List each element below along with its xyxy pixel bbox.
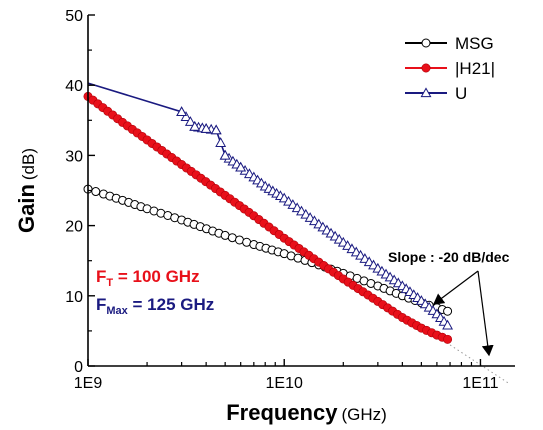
y-axis-title-main: Gain [14,184,39,233]
data-point [219,149,231,160]
legend-label: |H21| [455,59,495,78]
data-point [180,111,192,121]
ft-value: = 100 GHz [113,267,199,286]
y-axis-title: Gain (dB) [14,148,39,233]
slope-arrow-left [433,270,479,305]
series-h21 [83,91,453,344]
legend-entry-h21: |H21| [405,59,495,78]
slope-reference-line [449,344,510,384]
x-axis-title: Frequency (GHz) [226,400,387,425]
x-axis-title-unit: (GHz) [341,405,386,424]
data-point [215,137,227,147]
x-tick-label: 1E9 [74,375,103,392]
slope-arrow-down [477,270,494,357]
fmax-annotation: FMax = 125 GHz [96,295,214,317]
legend-marker [421,63,431,73]
y-tick-label: 30 [65,148,83,165]
ft-annotation: FT = 100 GHz [96,267,200,289]
data-point [176,106,188,117]
y-tick-label: 0 [74,359,83,376]
data-point [235,161,247,172]
legend-label: MSG [455,34,494,53]
data-point [443,334,453,344]
data-point [210,124,222,135]
ft-label: F [96,267,106,286]
legend-marker [420,87,432,98]
data-point [184,116,196,126]
x-axis-title-main: Frequency [226,400,338,425]
x-tick-label: 1E11 [462,375,498,392]
fmax-sub: Max [106,305,128,317]
legend-entry-msg: MSG [405,34,494,53]
y-axis-title-unit: (dB) [19,148,38,180]
data-point [442,319,454,330]
series-u [87,82,454,330]
legend-label: U [455,84,467,103]
y-tick-label: 50 [65,8,83,25]
fmax-label: F [96,295,106,314]
x-tick-label: 1E10 [266,375,303,392]
y-tick-label: 10 [65,289,83,306]
ft-sub: T [106,277,113,289]
y-tick-label: 40 [65,78,83,95]
y-tick-label: 20 [65,219,83,236]
data-point [91,187,101,197]
fmax-value: = 125 GHz [128,295,214,314]
data-point [200,123,212,133]
legend-entry-u: U [405,84,467,103]
legend-marker [421,38,431,48]
data-point [189,120,201,131]
slope-label: Slope : -20 dB/dec [388,249,510,265]
data-point [443,306,453,316]
